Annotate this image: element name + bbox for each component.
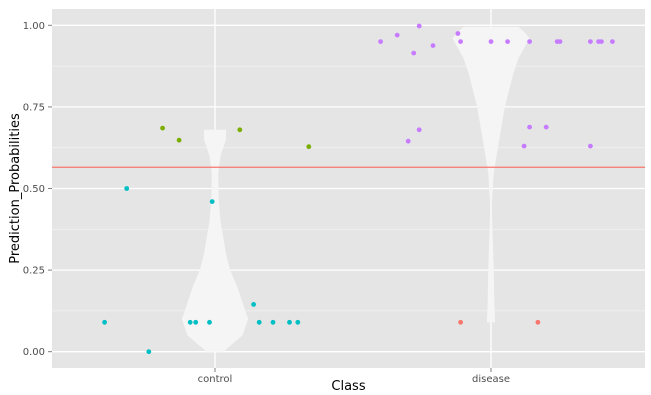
violin-disease — [452, 27, 530, 323]
data-point-purple — [394, 32, 400, 38]
x-axis-ticks: control disease — [198, 368, 510, 385]
y-axis-ticks: 0.00 0.25 0.50 0.75 1.00 — [23, 21, 52, 358]
data-point-red — [458, 319, 463, 325]
data-point-cyan — [287, 319, 292, 325]
y-tick-label: 0.75 — [23, 102, 45, 113]
data-point-olive — [237, 127, 243, 133]
data-point-purple — [527, 39, 532, 44]
data-point-purple — [588, 143, 593, 149]
data-point-cyan — [256, 319, 262, 325]
data-point-purple — [430, 43, 436, 48]
y-axis-title: Prediction_Probabilities — [8, 113, 23, 264]
x-tick-label-disease: disease — [472, 374, 510, 385]
data-point-cyan — [102, 319, 107, 325]
y-tick-label: 0.00 — [23, 347, 45, 358]
minor-gridlines — [52, 65, 645, 312]
data-point-cyan — [295, 319, 301, 325]
data-point-purple — [505, 39, 510, 44]
data-point-purple — [411, 50, 417, 56]
data-point-cyan — [193, 319, 199, 325]
data-point-red — [535, 319, 541, 325]
data-point-purple — [521, 143, 527, 149]
y-tick-label: 0.50 — [23, 184, 45, 195]
violins — [181, 27, 530, 352]
violin-control — [181, 129, 249, 352]
data-point-olive — [176, 137, 182, 143]
y-tick-label: 1.00 — [23, 21, 45, 32]
data-point-cyan — [124, 186, 130, 191]
data-point-purple — [416, 127, 422, 133]
data-point-cyan — [207, 319, 212, 325]
data-point-purple — [610, 39, 615, 44]
data-point-purple — [557, 39, 563, 44]
data-point-purple — [599, 39, 604, 44]
data-point-olive — [306, 144, 312, 150]
data-points — [102, 23, 615, 355]
data-point-purple — [416, 23, 422, 29]
data-point-cyan — [209, 199, 215, 205]
data-point-purple — [455, 31, 461, 36]
data-point-cyan — [187, 319, 193, 325]
data-point-cyan — [146, 349, 152, 355]
y-tick-label: 0.25 — [23, 266, 45, 277]
x-axis-title: Class — [331, 379, 365, 394]
data-point-purple — [405, 138, 411, 144]
data-point-purple — [543, 124, 549, 130]
x-tick-label-control: control — [198, 374, 233, 385]
data-point-purple — [527, 124, 532, 130]
data-point-purple — [458, 39, 463, 44]
data-point-purple — [588, 39, 593, 44]
data-point-olive — [160, 125, 166, 131]
data-point-cyan — [270, 319, 276, 325]
data-point-purple — [488, 39, 494, 44]
data-point-purple — [378, 39, 383, 44]
data-point-cyan — [251, 302, 256, 307]
